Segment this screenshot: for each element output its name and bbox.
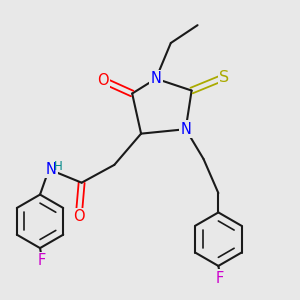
Text: F: F [38, 253, 46, 268]
Text: N: N [46, 162, 57, 177]
Text: N: N [180, 122, 191, 137]
Text: H: H [53, 160, 62, 173]
Text: O: O [73, 209, 85, 224]
Text: S: S [219, 70, 230, 85]
Text: O: O [97, 73, 108, 88]
Text: F: F [216, 271, 224, 286]
Text: N: N [151, 71, 161, 86]
